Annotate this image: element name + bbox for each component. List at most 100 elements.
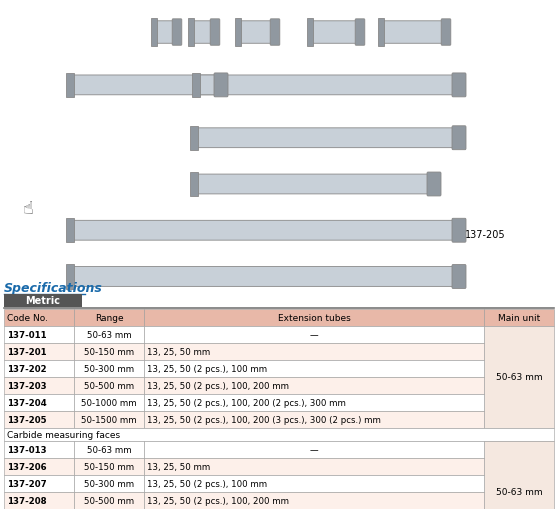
Bar (144, 492, 484, 509)
Bar (144, 360, 484, 377)
Bar (74, 377, 144, 394)
Bar (4, 360, 74, 377)
Text: 137-013: 137-013 (7, 445, 47, 454)
Text: 13, 25, 50 (2 pcs.), 100, 200 mm: 13, 25, 50 (2 pcs.), 100, 200 mm (147, 496, 289, 505)
Text: Specifications: Specifications (4, 281, 103, 294)
Bar (74, 441, 144, 458)
FancyBboxPatch shape (452, 74, 466, 98)
Bar (4, 377, 74, 394)
Text: 50-150 mm: 50-150 mm (84, 347, 134, 356)
Bar (4, 475, 74, 492)
Bar (4, 294, 82, 307)
FancyBboxPatch shape (210, 20, 220, 46)
Text: 50-63 mm: 50-63 mm (86, 330, 131, 340)
FancyBboxPatch shape (312, 22, 357, 44)
Bar (144, 326, 484, 343)
Bar (4, 492, 74, 509)
Text: 50-1500 mm: 50-1500 mm (81, 415, 137, 424)
Bar (378, 19, 384, 47)
Bar (74, 475, 144, 492)
FancyBboxPatch shape (172, 20, 182, 46)
Text: 13, 25, 50 (2 pcs.), 100, 200 (3 pcs.), 300 (2 pcs.) mm: 13, 25, 50 (2 pcs.), 100, 200 (3 pcs.), … (147, 415, 381, 424)
FancyBboxPatch shape (427, 173, 441, 196)
Text: 13, 25, 50 (2 pcs.), 100 mm: 13, 25, 50 (2 pcs.), 100 mm (147, 479, 267, 488)
Text: Main unit: Main unit (498, 314, 540, 322)
FancyBboxPatch shape (74, 221, 454, 241)
Bar (4, 309, 74, 326)
Text: Extension tubes: Extension tubes (278, 314, 350, 322)
Text: Code No.: Code No. (7, 314, 48, 322)
Text: 13, 25, 50 mm: 13, 25, 50 mm (147, 347, 210, 356)
Bar (74, 360, 144, 377)
FancyBboxPatch shape (74, 267, 454, 287)
Bar (4, 441, 74, 458)
Text: 50-500 mm: 50-500 mm (84, 496, 134, 505)
FancyBboxPatch shape (214, 74, 228, 98)
Bar (235, 19, 241, 47)
Text: 50-150 mm: 50-150 mm (84, 462, 134, 471)
Bar (144, 377, 484, 394)
Bar (74, 492, 144, 509)
Bar (144, 411, 484, 428)
Bar (484, 441, 554, 509)
Text: 137-202: 137-202 (7, 364, 47, 373)
Bar (192, 74, 200, 98)
Text: 50-300 mm: 50-300 mm (84, 479, 134, 488)
Bar (66, 265, 74, 289)
FancyBboxPatch shape (452, 219, 466, 243)
Text: 13, 25, 50 (2 pcs.), 100, 200 mm: 13, 25, 50 (2 pcs.), 100, 200 mm (147, 381, 289, 390)
Text: 137-204: 137-204 (7, 398, 47, 407)
FancyBboxPatch shape (452, 127, 466, 150)
FancyBboxPatch shape (74, 76, 215, 96)
Bar (190, 173, 198, 196)
Text: —: — (310, 330, 318, 340)
Text: 50-63 mm: 50-63 mm (496, 373, 542, 382)
Bar (190, 126, 198, 151)
Text: 137-206: 137-206 (7, 462, 47, 471)
Text: 137-011: 137-011 (7, 330, 47, 340)
Text: 137-205: 137-205 (465, 230, 506, 240)
Bar (4, 394, 74, 411)
Text: 137-203: 137-203 (7, 381, 47, 390)
Bar (307, 19, 313, 47)
Bar (74, 458, 144, 475)
Bar (74, 343, 144, 360)
Bar (144, 458, 484, 475)
Text: 50-500 mm: 50-500 mm (84, 381, 134, 390)
Text: 50-63 mm: 50-63 mm (86, 445, 131, 454)
FancyBboxPatch shape (270, 20, 280, 46)
Bar (484, 309, 554, 326)
FancyBboxPatch shape (194, 22, 211, 44)
Text: Range: Range (95, 314, 123, 322)
Bar (66, 74, 74, 98)
FancyBboxPatch shape (355, 20, 365, 46)
Text: 13, 25, 50 (2 pcs.), 100 mm: 13, 25, 50 (2 pcs.), 100 mm (147, 364, 267, 373)
Bar (484, 326, 554, 428)
Text: 13, 25, 50 (2 pcs.), 100, 200 (2 pcs.), 300 mm: 13, 25, 50 (2 pcs.), 100, 200 (2 pcs.), … (147, 398, 346, 407)
FancyBboxPatch shape (200, 76, 454, 96)
Text: Metric: Metric (26, 296, 60, 306)
Text: 137-208: 137-208 (7, 496, 47, 505)
FancyBboxPatch shape (198, 129, 454, 148)
Bar (74, 309, 144, 326)
Text: 137-207: 137-207 (7, 479, 47, 488)
Text: 13, 25, 50 mm: 13, 25, 50 mm (147, 462, 210, 471)
FancyBboxPatch shape (240, 22, 272, 44)
Bar (144, 441, 484, 458)
Bar (74, 411, 144, 428)
Bar (144, 475, 484, 492)
FancyBboxPatch shape (156, 22, 174, 44)
FancyBboxPatch shape (452, 265, 466, 289)
Text: 50-300 mm: 50-300 mm (84, 364, 134, 373)
Bar (74, 326, 144, 343)
Bar (144, 309, 484, 326)
Bar (144, 394, 484, 411)
Bar (4, 428, 554, 441)
Text: Carbide measuring faces: Carbide measuring faces (7, 430, 120, 439)
Bar (4, 326, 74, 343)
FancyBboxPatch shape (383, 22, 442, 44)
Bar (4, 458, 74, 475)
FancyBboxPatch shape (441, 20, 451, 46)
Bar (188, 19, 194, 47)
Bar (66, 219, 74, 243)
